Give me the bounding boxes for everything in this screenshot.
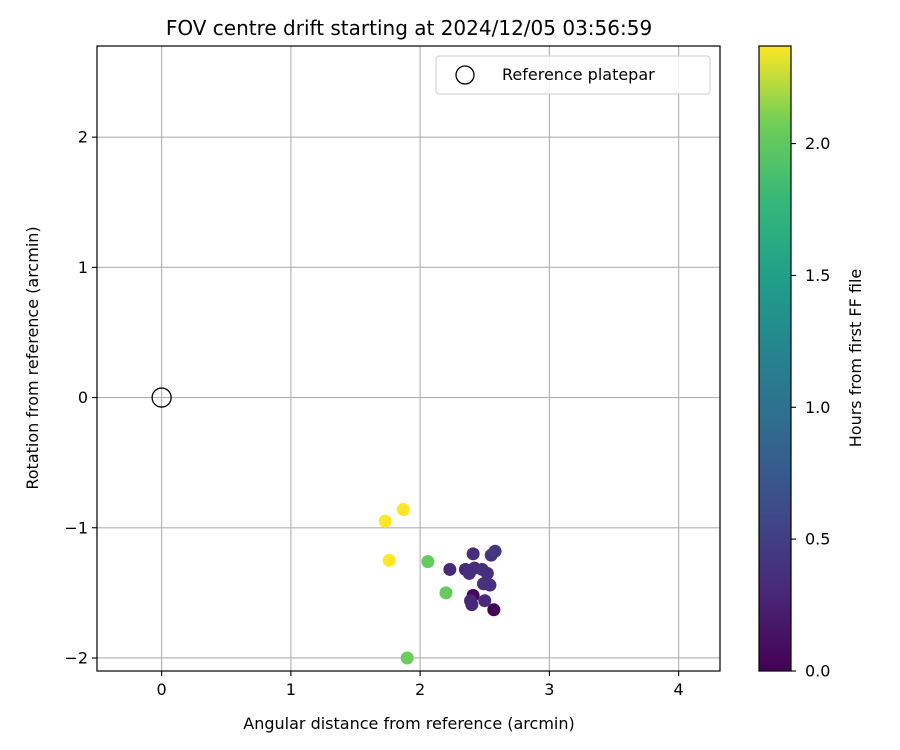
reference-layer <box>151 387 172 408</box>
y-tick-label: 0 <box>78 388 88 407</box>
colorbar: 0.0 0.5 1.0 1.5 2.0 Hours from first FF file <box>758 45 865 681</box>
data-point <box>483 578 497 592</box>
y-tick-label: −1 <box>64 518 88 537</box>
legend: Reference platepar <box>435 55 711 95</box>
colorbar-tick-label: 0.0 <box>805 662 830 681</box>
plot-area-frame <box>96 45 721 672</box>
x-tick-label: 0 <box>157 680 167 699</box>
colorbar-tick-label: 0.5 <box>805 530 830 549</box>
y-axis-label: Rotation from reference (arcmin) <box>23 226 42 489</box>
data-points <box>378 503 502 665</box>
legend-entry-reference-platepar: Reference platepar <box>502 65 655 84</box>
legend-box <box>435 55 711 95</box>
x-tick-label: 3 <box>544 680 554 699</box>
data-point <box>400 651 414 665</box>
data-point <box>487 603 501 617</box>
data-point <box>396 503 410 517</box>
colorbar-tick-label: 2.0 <box>805 134 830 153</box>
data-point <box>378 514 392 528</box>
colorbar-tick-label: 1.0 <box>805 398 830 417</box>
x-axis-ticks: 0 1 2 3 4 <box>157 671 684 699</box>
data-point <box>443 562 457 576</box>
legend-marker-open-circle <box>455 65 475 85</box>
data-point <box>382 553 396 567</box>
data-point <box>439 586 453 600</box>
data-point <box>480 566 494 580</box>
data-point <box>465 598 479 612</box>
chart-title: FOV centre drift starting at 2024/12/05 … <box>166 16 652 40</box>
x-tick-label: 2 <box>415 680 425 699</box>
colorbar-frame <box>758 45 792 672</box>
data-point <box>466 547 480 561</box>
data-point <box>421 555 435 569</box>
data-point <box>478 594 492 608</box>
x-tick-label: 1 <box>286 680 296 699</box>
reference-platepar-marker <box>151 387 172 408</box>
x-axis-label: Angular distance from reference (arcmin) <box>243 714 574 733</box>
colorbar-ticks: 0.0 0.5 1.0 1.5 2.0 <box>791 134 830 681</box>
colorbar-label: Hours from first FF file <box>846 269 865 448</box>
data-point <box>488 544 502 558</box>
colorbar-gradient <box>759 46 791 671</box>
y-tick-label: −2 <box>64 648 88 667</box>
y-axis-ticks: −2 −1 0 1 2 <box>64 128 97 667</box>
colorbar-tick-label: 1.5 <box>805 266 830 285</box>
grid-lines <box>97 46 720 671</box>
x-tick-label: 4 <box>674 680 684 699</box>
y-tick-label: 2 <box>78 128 88 147</box>
y-tick-label: 1 <box>78 258 88 277</box>
